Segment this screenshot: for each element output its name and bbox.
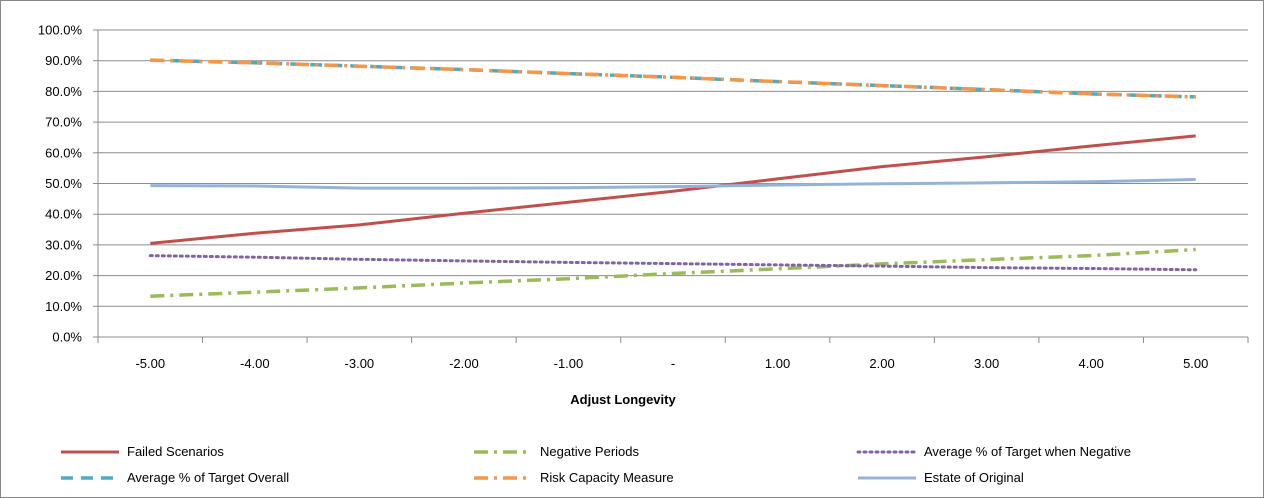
y-tick-label: 70.0% bbox=[45, 115, 82, 130]
series-group bbox=[148, 58, 1198, 298]
legend-label: Negative Periods bbox=[540, 444, 639, 459]
legend-label: Average % of Target Overall bbox=[127, 470, 289, 485]
y-tick-label: 80.0% bbox=[45, 84, 82, 99]
y-tick-label: 60.0% bbox=[45, 145, 82, 160]
y-tick-label: 20.0% bbox=[45, 268, 82, 283]
legend: Failed Scenarios Negative Periods Average … bbox=[61, 444, 1131, 485]
x-tick-label: 2.00 bbox=[869, 356, 894, 371]
x-tick-label: -5.00 bbox=[135, 356, 165, 371]
legend-label: Estate of Original bbox=[924, 470, 1024, 485]
y-tick-label: 10.0% bbox=[45, 299, 82, 314]
legend-label: Risk Capacity Measure bbox=[540, 470, 674, 485]
x-axis-title: Adjust Longevity bbox=[570, 392, 676, 407]
y-tick-label: 50.0% bbox=[45, 176, 82, 191]
gridlines bbox=[98, 29, 1248, 307]
y-tick-label: 0.0% bbox=[52, 330, 82, 345]
y-tick-label: 90.0% bbox=[45, 53, 82, 68]
x-tick-label: 5.00 bbox=[1183, 356, 1208, 371]
x-tick-label: - bbox=[671, 356, 675, 371]
y-tick-label: 40.0% bbox=[45, 207, 82, 222]
x-tick-label: -4.00 bbox=[240, 356, 270, 371]
series-line-average-of-target-when-negative bbox=[148, 254, 1198, 272]
x-tick-label: -2.00 bbox=[449, 356, 479, 371]
x-tick-label: 3.00 bbox=[974, 356, 999, 371]
legend-label: Failed Scenarios bbox=[127, 444, 224, 459]
y-tick-label: 30.0% bbox=[45, 237, 82, 252]
x-tick-label: -3.00 bbox=[345, 356, 375, 371]
y-tick-label: 100.0% bbox=[38, 23, 83, 38]
series-line-negative-periods bbox=[150, 247, 1196, 298]
legend-label: Average % of Target when Negative bbox=[924, 444, 1131, 459]
x-tick-label: 4.00 bbox=[1079, 356, 1104, 371]
series-line-failed-scenarios bbox=[150, 134, 1196, 245]
x-tick-label: -1.00 bbox=[554, 356, 584, 371]
series-line-risk-capacity-measure bbox=[150, 58, 1196, 99]
series-line-estate-of-original bbox=[150, 178, 1196, 190]
x-tick-label: 1.00 bbox=[765, 356, 790, 371]
